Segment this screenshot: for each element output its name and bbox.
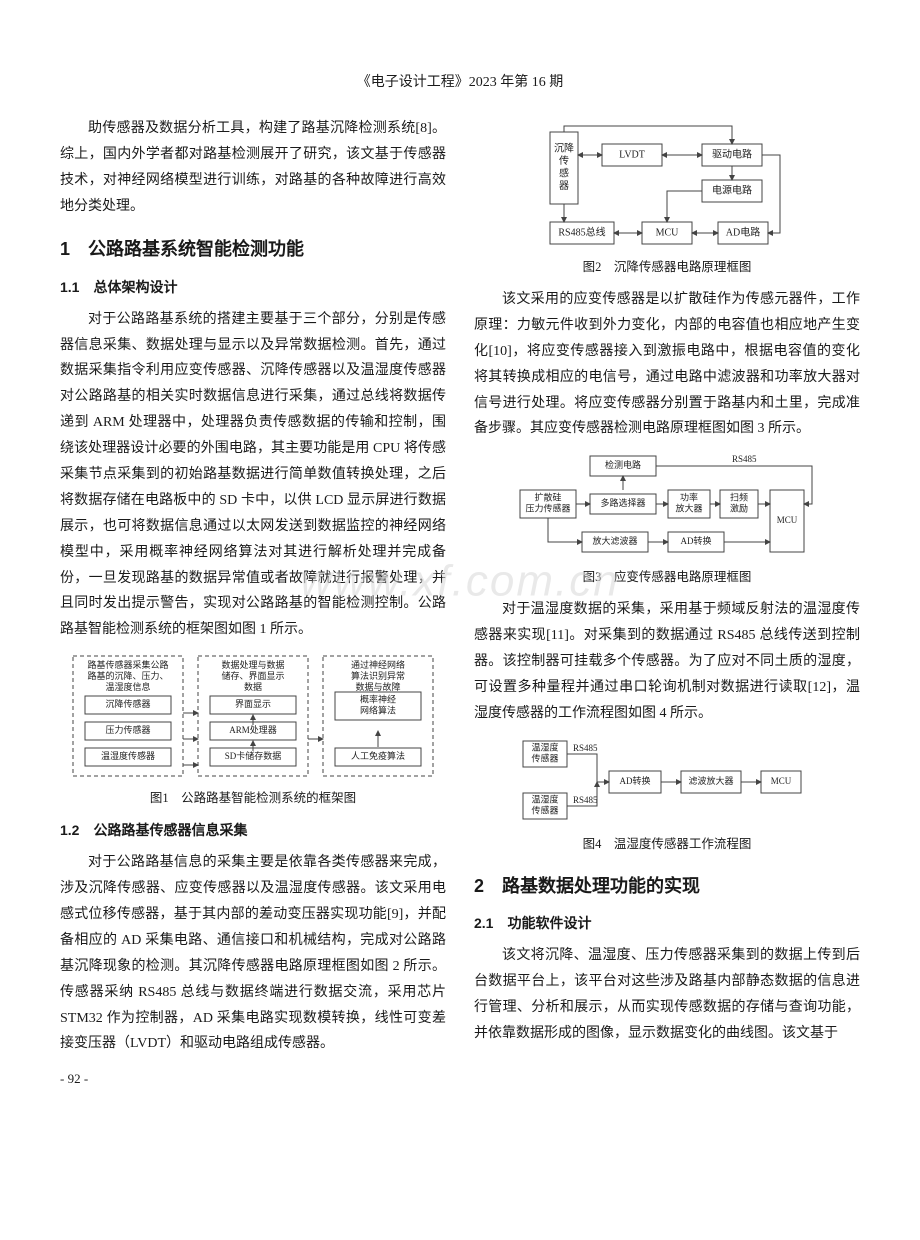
svg-text:驱动电路: 驱动电路 — [712, 147, 752, 160]
svg-text:MCU: MCU — [656, 227, 680, 238]
section-2-1-title: 2.1 功能软件设计 — [474, 911, 860, 937]
svg-text:检测电路: 检测电路 — [605, 459, 641, 470]
svg-text:温湿度: 温湿度 — [531, 741, 558, 752]
svg-text:通过神经网络: 通过神经网络 — [351, 659, 405, 670]
svg-text:RS485: RS485 — [732, 454, 757, 464]
svg-text:RS485: RS485 — [573, 743, 598, 753]
svg-text:概率神经: 概率神经 — [360, 694, 396, 705]
svg-text:扫频: 扫频 — [730, 492, 748, 503]
svg-text:SD卡储存数据: SD卡储存数据 — [225, 750, 282, 761]
svg-text:界面显示: 界面显示 — [235, 699, 271, 709]
svg-text:器: 器 — [559, 180, 569, 192]
figure-2: 沉降传感器 LVDT 驱动电路电源电路 RS485总线 MCU AD电路 — [474, 124, 860, 252]
svg-text:RS485总线: RS485总线 — [558, 225, 605, 238]
paragraph-after-fig2: 该文采用的应变传感器是以扩散硅作为传感元器件，工作原理：力敏元件收到外力变化，内… — [474, 287, 860, 442]
svg-text:AD转换: AD转换 — [681, 535, 712, 546]
section-2-title: 2 路基数据处理功能的实现 — [474, 870, 860, 903]
svg-text:路基的沉降、压力、: 路基的沉降、压力、 — [87, 670, 168, 681]
journal-header: 《电子设计工程》2023 年第 16 期 — [60, 70, 860, 96]
svg-text:传感器: 传感器 — [531, 805, 558, 816]
svg-text:传感器: 传感器 — [531, 753, 558, 764]
svg-text:放大滤波器: 放大滤波器 — [592, 535, 637, 546]
figure-3-svg: 检测电路扩散硅压力传感器 多路选择器 功率放大器 扫频激励放大滤波器 AD转换 MCU RS… — [512, 450, 822, 562]
svg-text:MCU: MCU — [771, 776, 792, 786]
svg-text:扩散硅: 扩散硅 — [534, 492, 561, 503]
svg-text:网络算法: 网络算法 — [360, 705, 396, 716]
svg-text:激励: 激励 — [730, 503, 748, 514]
figure-4: 温湿度传感器温湿度传感器AD转换滤波放大器MCURS485RS485 — [474, 735, 860, 829]
svg-text:AD转换: AD转换 — [620, 775, 651, 786]
figure-3: 检测电路扩散硅压力传感器 多路选择器 功率放大器 扫频激励放大滤波器 AD转换 MCU RS… — [474, 450, 860, 562]
figure-4-caption: 图4 温湿度传感器工作流程图 — [474, 833, 860, 856]
svg-text:沉降传感器: 沉降传感器 — [105, 698, 150, 709]
section-1-1-body: 对于公路路基系统的搭建主要基于三个部分，分别是传感器信息采集、数据处理与显示以及… — [60, 307, 446, 644]
svg-text:AD电路: AD电路 — [726, 225, 760, 238]
svg-text:数据: 数据 — [244, 681, 262, 692]
svg-text:沉降: 沉降 — [554, 141, 574, 154]
svg-text:温湿度: 温湿度 — [531, 793, 558, 804]
svg-text:LVDT: LVDT — [619, 149, 645, 160]
svg-text:数据处理与数据: 数据处理与数据 — [221, 659, 284, 670]
svg-text:温湿度传感器: 温湿度传感器 — [101, 750, 155, 761]
svg-text:ARM处理器: ARM处理器 — [229, 724, 277, 735]
svg-text:感: 感 — [559, 166, 569, 179]
svg-text:压力传感器: 压力传感器 — [525, 503, 570, 514]
svg-text:放大器: 放大器 — [675, 503, 702, 514]
section-2-1-body: 该文将沉降、温湿度、压力传感器采集到的数据上传到后台数据平台上，该平台对这些涉及… — [474, 943, 860, 1047]
figure-2-svg: 沉降传感器 LVDT 驱动电路电源电路 RS485总线 MCU AD电路 — [542, 124, 792, 252]
svg-text:压力传感器: 压力传感器 — [105, 724, 150, 735]
paragraph-after-fig3: 对于温湿度数据的采集，采用基于频域反射法的温湿度传感器来实现[11]。对采集到的… — [474, 597, 860, 726]
svg-text:传: 传 — [559, 155, 569, 167]
right-column: 沉降传感器LVDT驱动电路电源电路RS485总线MCUAD电路 图2 沉降传感器… — [474, 116, 860, 1092]
section-1-2-body: 对于公路路基信息的采集主要是依靠各类传感器来完成，涉及沉降传感器、应变传感器以及… — [60, 850, 446, 1057]
section-1-1-title: 1.1 总体架构设计 — [60, 275, 446, 301]
svg-text:温湿度信息: 温湿度信息 — [105, 681, 150, 692]
svg-text:电源电路: 电源电路 — [712, 183, 752, 196]
svg-text:多路选择器: 多路选择器 — [600, 497, 645, 508]
svg-text:算法识别异常: 算法识别异常 — [351, 670, 405, 681]
figure-1-svg: 路基传感器采集公路路基的沉降、压力、温湿度信息沉降传感器压力传感器温湿度传感器 数… — [68, 651, 438, 783]
svg-text:MCU: MCU — [777, 515, 798, 525]
two-column-layout: 助传感器及数据分析工具，构建了路基沉降检测系统[8]。综上，国内外学者都对路基检… — [60, 116, 860, 1092]
svg-text:人工免疫算法: 人工免疫算法 — [351, 750, 405, 761]
figure-4-svg: 温湿度传感器温湿度传感器AD转换滤波放大器MCURS485RS485 — [517, 735, 817, 829]
page-number: - 92 - — [60, 1067, 446, 1091]
left-column: 助传感器及数据分析工具，构建了路基沉降检测系统[8]。综上，国内外学者都对路基检… — [60, 116, 446, 1092]
svg-text:储存、界面显示: 储存、界面显示 — [221, 670, 284, 681]
svg-text:滤波放大器: 滤波放大器 — [688, 775, 733, 786]
intro-paragraph: 助传感器及数据分析工具，构建了路基沉降检测系统[8]。综上，国内外学者都对路基检… — [60, 116, 446, 220]
svg-text:数据与故障: 数据与故障 — [355, 681, 400, 692]
svg-text:RS485: RS485 — [573, 795, 598, 805]
svg-text:路基传感器采集公路: 路基传感器采集公路 — [87, 659, 168, 670]
section-1-title: 1 公路路基系统智能检测功能 — [60, 233, 446, 266]
svg-text:功率: 功率 — [680, 492, 698, 503]
figure-3-caption: 图3 应变传感器电路原理框图 — [474, 566, 860, 589]
figure-1: 路基传感器采集公路路基的沉降、压力、温湿度信息沉降传感器压力传感器温湿度传感器 数… — [60, 651, 446, 783]
figure-1-caption: 图1 公路路基智能检测系统的框架图 — [60, 787, 446, 810]
figure-2-caption: 图2 沉降传感器电路原理框图 — [474, 256, 860, 279]
section-1-2-title: 1.2 公路路基传感器信息采集 — [60, 818, 446, 844]
